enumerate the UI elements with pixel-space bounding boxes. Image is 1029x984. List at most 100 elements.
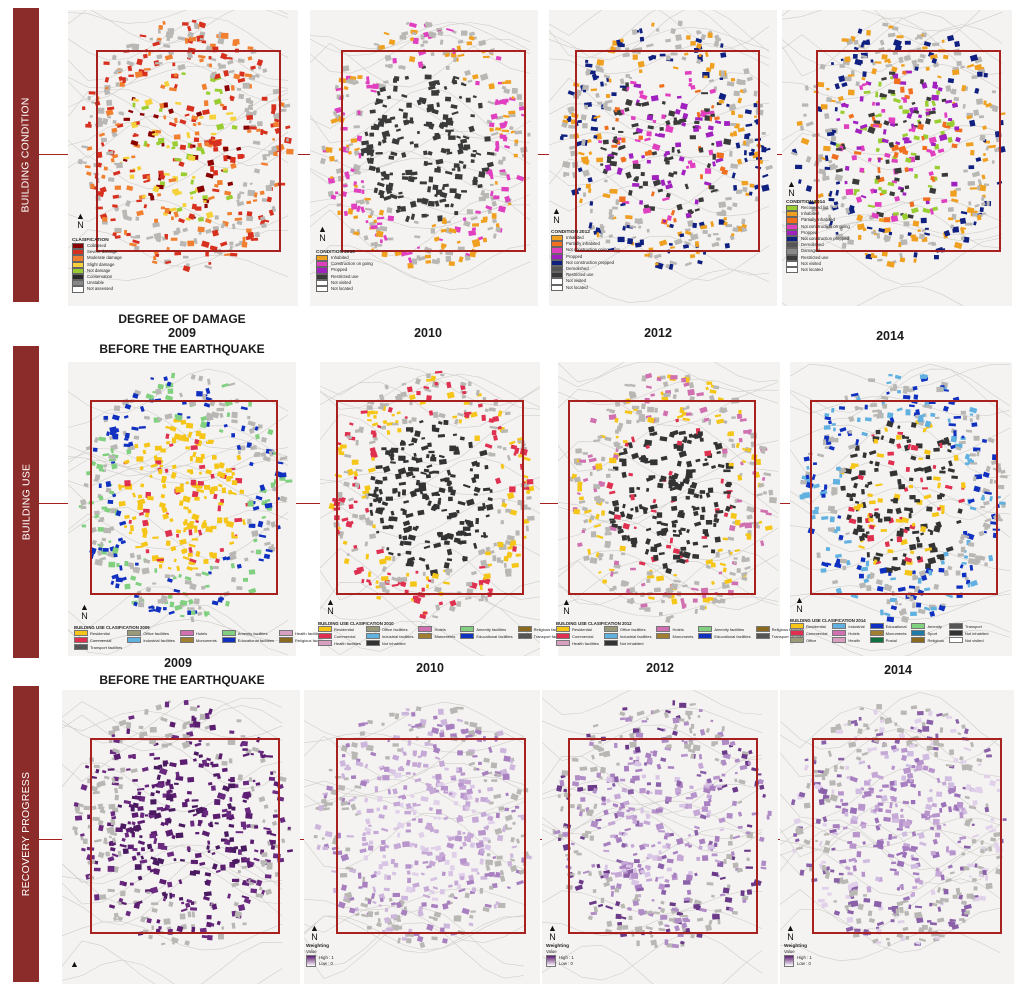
building-block — [640, 582, 646, 587]
building-block — [273, 151, 278, 157]
building-block — [199, 31, 206, 37]
building-block — [209, 245, 218, 252]
building-block — [119, 843, 127, 848]
building-block — [829, 141, 837, 146]
building-block — [354, 785, 362, 789]
building-block — [856, 564, 862, 571]
building-block — [115, 577, 123, 583]
building-block — [721, 407, 728, 414]
building-block — [316, 844, 321, 851]
building-block — [173, 211, 179, 218]
building-block — [487, 100, 496, 105]
building-block — [131, 43, 140, 51]
building-block — [673, 579, 681, 583]
building-block — [140, 541, 149, 548]
building-block — [446, 548, 453, 556]
building-block — [124, 514, 130, 519]
building-block — [596, 59, 605, 66]
building-block — [931, 511, 940, 518]
building-block — [972, 476, 977, 482]
building-block — [745, 192, 750, 196]
building-block — [653, 542, 662, 549]
building-block — [733, 90, 740, 97]
building-block — [287, 849, 294, 853]
building-block — [487, 588, 493, 592]
building-block — [427, 186, 432, 193]
building-block — [638, 504, 643, 510]
building-block — [904, 167, 909, 173]
building-block — [173, 73, 178, 77]
building-block — [826, 441, 832, 446]
building-block — [111, 573, 119, 580]
building-block — [365, 220, 369, 224]
building-block — [186, 131, 191, 139]
building-block — [694, 608, 699, 615]
building-block — [619, 545, 626, 552]
building-block — [224, 85, 230, 92]
building-block — [225, 56, 233, 60]
building-block — [408, 442, 415, 447]
building-block — [765, 147, 771, 151]
building-block — [692, 541, 699, 546]
building-block — [272, 449, 275, 453]
building-block — [629, 383, 636, 388]
building-block — [902, 119, 907, 124]
building-block — [948, 217, 954, 221]
building-block — [876, 232, 881, 239]
building-block — [475, 389, 480, 396]
building-block — [388, 39, 396, 46]
building-block — [690, 40, 696, 46]
building-block — [458, 95, 463, 100]
building-block — [368, 165, 376, 172]
building-block — [236, 200, 245, 207]
building-block — [506, 551, 513, 559]
building-block — [959, 564, 964, 569]
building-block — [335, 191, 339, 195]
building-block — [138, 602, 145, 608]
building-block — [668, 470, 673, 476]
building-block — [821, 207, 829, 211]
building-block — [839, 427, 847, 433]
building-block — [871, 212, 880, 219]
building-block — [143, 68, 151, 71]
building-block — [813, 462, 817, 465]
building-block — [929, 530, 934, 536]
building-block — [844, 165, 850, 171]
contour-line — [790, 498, 1011, 553]
building-block — [239, 71, 245, 77]
building-block — [141, 105, 150, 111]
building-block — [343, 453, 352, 458]
building-block — [453, 800, 459, 806]
city-map-svg — [310, 21, 531, 290]
building-block — [497, 410, 503, 417]
building-block — [976, 450, 980, 457]
building-block — [236, 563, 242, 569]
building-block — [99, 541, 104, 548]
building-block — [164, 732, 173, 739]
building-block — [218, 793, 226, 800]
building-block — [230, 156, 236, 164]
building-block — [495, 901, 500, 906]
building-block — [262, 819, 266, 824]
building-block — [504, 98, 509, 103]
building-block — [685, 412, 692, 416]
building-block — [634, 47, 643, 52]
building-block — [738, 409, 742, 415]
building-block — [973, 559, 979, 564]
building-block — [432, 411, 439, 419]
building-block — [381, 566, 387, 573]
building-block — [615, 46, 621, 52]
building-block — [82, 838, 88, 844]
building-block — [445, 129, 450, 133]
building-block — [895, 518, 904, 524]
building-block — [461, 907, 470, 915]
building-block — [452, 75, 460, 80]
building-block — [699, 490, 706, 494]
building-block — [381, 546, 385, 549]
building-block — [386, 547, 390, 551]
building-block — [903, 136, 909, 142]
building-block — [239, 741, 244, 747]
building-block — [373, 414, 377, 419]
building-block — [146, 918, 152, 924]
building-block — [155, 388, 162, 395]
